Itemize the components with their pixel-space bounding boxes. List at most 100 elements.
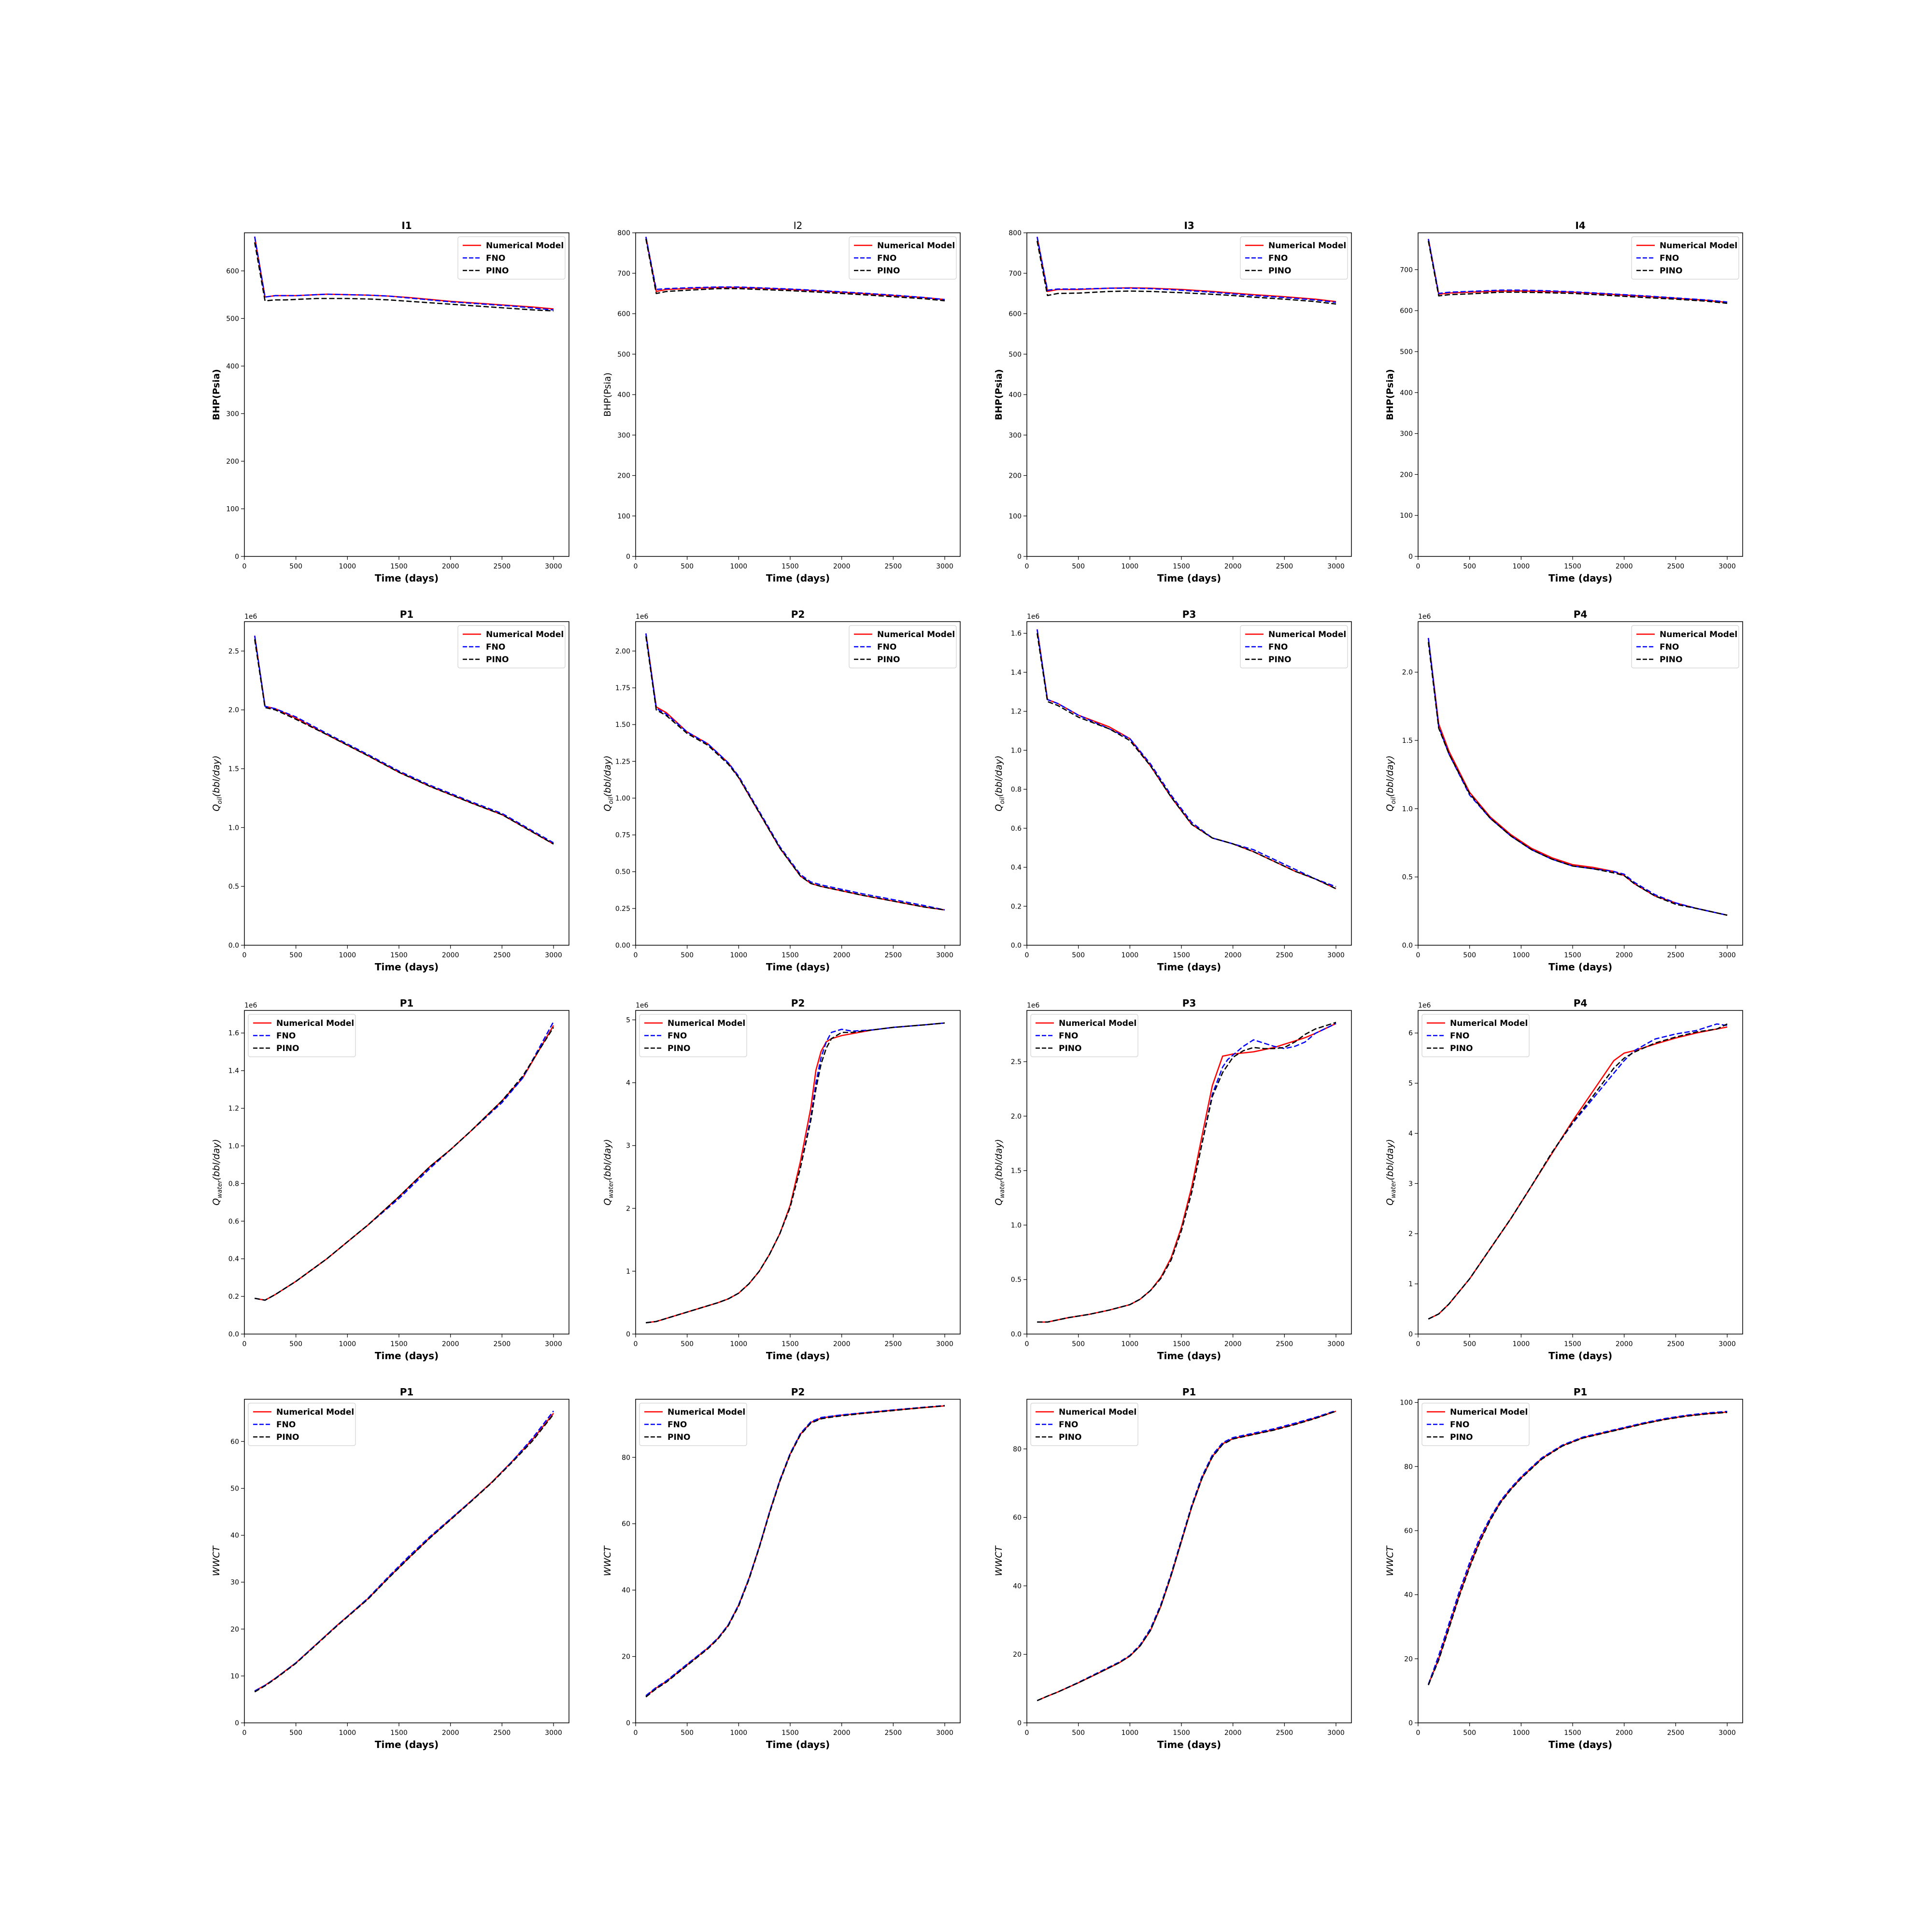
x-tick-label: 500 — [289, 1340, 302, 1348]
x-tick-label: 1500 — [781, 1340, 799, 1348]
legend: Numerical Model FNO PINO — [248, 1014, 356, 1057]
legend-box — [1631, 236, 1739, 280]
legend-box — [1421, 1014, 1530, 1057]
y-tick-label: 0.8 — [228, 1180, 239, 1188]
y-tick-label: 700 — [617, 270, 630, 278]
legend-box — [248, 1014, 356, 1057]
series-line-numerical-model — [1037, 1023, 1336, 1323]
y-axis-label: Qoil(bbl/day) — [602, 755, 615, 811]
legend-label: PINO — [1660, 655, 1682, 665]
legend-label: Numerical Model — [486, 630, 564, 639]
y-tick-label: 100 — [617, 512, 630, 520]
x-tick-label: 2500 — [1667, 1729, 1685, 1737]
chart-title: P1 — [400, 997, 414, 1009]
y-tick-label: 1.6 — [228, 1030, 239, 1037]
chart-title: P1 — [1182, 1386, 1196, 1398]
y-tick-label: 0.5 — [1402, 874, 1413, 881]
y-tick-label: 0.4 — [228, 1255, 239, 1263]
y-tick-label: 1.5 — [228, 766, 239, 773]
y-tick-label: 600 — [617, 311, 630, 318]
series-line-pino — [1428, 1411, 1728, 1686]
x-tick-label: 0 — [1416, 1729, 1421, 1737]
x-tick-label: 2500 — [1667, 952, 1685, 959]
y-tick-label: 40 — [230, 1532, 239, 1540]
y-tick-label: 1.00 — [615, 795, 630, 802]
legend-label: FNO — [1059, 1420, 1078, 1430]
legend-label: Numerical Model — [668, 1019, 745, 1028]
y-tick-label: 20 — [622, 1653, 630, 1661]
plot-frame — [1026, 232, 1352, 557]
y-tick-label: 4 — [1408, 1130, 1413, 1137]
legend: Numerical Model FNO PINO — [457, 236, 566, 280]
y-tick-label: 80 — [1404, 1463, 1413, 1471]
x-tick-label: 2000 — [1616, 1340, 1633, 1348]
series-line-fno — [645, 1405, 945, 1696]
series-line-pino — [1428, 642, 1728, 916]
x-tick-label: 3000 — [936, 1340, 953, 1348]
x-tick-label: 3000 — [1719, 952, 1736, 959]
x-axis-label: Time (days) — [1157, 572, 1221, 584]
subplot-1: I1 0 500 1000 1500 2000 2500 3000 0 100 200 300 400 5… — [211, 220, 569, 584]
y-tick-label: 400 — [1009, 391, 1022, 399]
subplot-5: P1 0 500 1000 1500 2000 2500 3000 0.0 0.5 1.0 1.5 2.… — [211, 609, 569, 973]
x-axis-label: Time (days) — [766, 1739, 830, 1750]
x-tick-label: 3000 — [545, 952, 562, 959]
x-tick-label: 3000 — [1327, 563, 1345, 570]
legend-label: FNO — [276, 1031, 296, 1041]
y-tick-label: 2 — [626, 1205, 630, 1213]
plot-frame — [244, 232, 569, 557]
legend-label: FNO — [486, 254, 505, 263]
y-tick-label: 0.6 — [1011, 825, 1022, 833]
x-tick-label: 0 — [1025, 563, 1029, 570]
x-tick-label: 2500 — [1276, 952, 1293, 959]
x-axis-label: Time (days) — [766, 1350, 830, 1362]
x-tick-label: 3000 — [1719, 1340, 1736, 1348]
chart-title: I1 — [401, 220, 412, 231]
y-tick-label: 400 — [226, 363, 239, 370]
x-tick-label: 2500 — [494, 1729, 511, 1737]
plot-frame — [1418, 232, 1743, 557]
x-tick-label: 3000 — [1327, 1729, 1345, 1737]
x-tick-label: 1500 — [1173, 1729, 1190, 1737]
x-tick-label: 1000 — [1122, 952, 1139, 959]
legend-label: PINO — [1450, 1044, 1473, 1053]
y-tick-label: 500 — [1400, 348, 1413, 356]
axis-scale-label: 1e6 — [636, 1002, 649, 1009]
y-tick-label: 0 — [1017, 1719, 1022, 1727]
x-tick-label: 2000 — [1616, 563, 1633, 570]
x-tick-label: 2500 — [885, 563, 902, 570]
y-tick-label: 300 — [1009, 432, 1022, 440]
legend-box — [1030, 1014, 1138, 1057]
legend-label: Numerical Model — [1660, 241, 1737, 251]
x-tick-label: 1000 — [1122, 563, 1139, 570]
x-tick-label: 2500 — [885, 1729, 902, 1737]
x-tick-label: 2500 — [1667, 1340, 1685, 1348]
plot-frame — [1026, 1010, 1352, 1335]
x-tick-label: 2000 — [833, 952, 851, 959]
y-tick-label: 2.5 — [228, 648, 239, 655]
legend-label: PINO — [1268, 266, 1291, 276]
legend: Numerical Model FNO PINO — [457, 625, 566, 668]
y-tick-label: 600 — [1009, 311, 1022, 318]
y-tick-label: 100 — [1400, 512, 1413, 520]
y-tick-label: 2.00 — [615, 648, 630, 655]
y-tick-label: 0.50 — [615, 868, 630, 876]
y-tick-label: 0.4 — [1011, 864, 1022, 872]
y-tick-label: 1.0 — [1011, 1222, 1022, 1229]
x-tick-label: 1000 — [1513, 563, 1530, 570]
legend-box — [457, 236, 566, 280]
x-tick-label: 1500 — [1564, 1340, 1581, 1348]
series-line-pino — [646, 1022, 945, 1323]
y-tick-label: 3 — [626, 1142, 630, 1150]
legend-label: FNO — [1268, 254, 1288, 263]
y-tick-label: 500 — [226, 315, 239, 323]
legend-label: FNO — [1660, 254, 1679, 263]
legend-box — [1631, 625, 1739, 668]
y-tick-label: 1.0 — [228, 824, 239, 832]
y-tick-label: 20 — [1404, 1655, 1413, 1663]
x-axis-label: Time (days) — [1157, 961, 1221, 973]
chart-title: P4 — [1574, 997, 1588, 1009]
legend-label: FNO — [877, 642, 896, 652]
legend-label: Numerical Model — [1660, 630, 1737, 639]
x-tick-label: 0 — [634, 1729, 638, 1737]
